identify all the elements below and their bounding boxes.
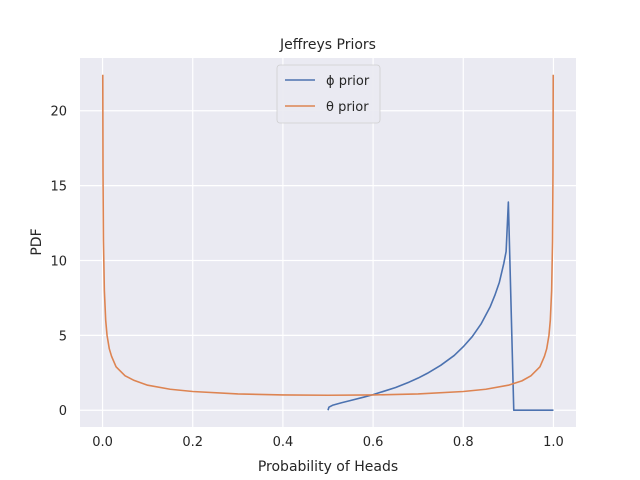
x-tick-label: 0.6 xyxy=(363,435,384,450)
legend: ϕ prior θ prior xyxy=(276,64,381,124)
x-tick-label: 0.8 xyxy=(453,435,474,450)
x-tick-label: 0.4 xyxy=(273,435,294,450)
legend-label-phi-prior: ϕ prior xyxy=(326,74,370,89)
x-tick-labels: 0.0 0.2 0.4 0.6 0.8 1.0 xyxy=(92,435,564,450)
theta-prior-line xyxy=(101,74,555,397)
x-tick-label: 0.2 xyxy=(182,435,203,450)
chart-title: Jeffreys Priors xyxy=(279,37,376,53)
y-tick-label: 15 xyxy=(50,180,67,195)
legend-label-theta-prior: θ prior xyxy=(326,100,369,115)
series-layer xyxy=(101,74,555,412)
y-tick-label: 0 xyxy=(59,404,67,419)
phi-prior-line xyxy=(327,201,554,412)
y-tick-label: 10 xyxy=(50,254,67,269)
y-tick-label: 20 xyxy=(50,105,67,120)
y-tick-labels: 0 5 10 15 20 xyxy=(50,105,67,420)
x-tick-label: 0.0 xyxy=(92,435,113,450)
y-tick-label: 5 xyxy=(59,329,67,344)
y-axis-label: PDF xyxy=(29,228,45,255)
x-tick-label: 1.0 xyxy=(543,435,564,450)
x-axis-label: Probability of Heads xyxy=(258,459,398,475)
